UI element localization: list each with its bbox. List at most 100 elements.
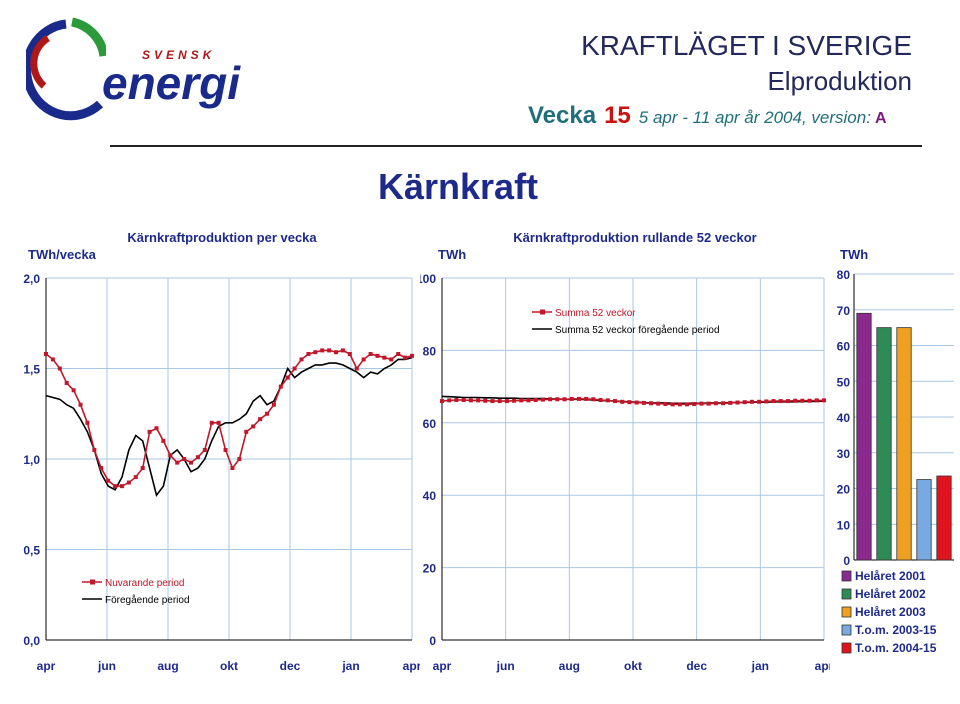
y-tick-label: 20: [423, 562, 437, 576]
legend-marker: [540, 309, 545, 315]
data-point: [699, 401, 704, 406]
data-point: [216, 420, 221, 425]
logo-swirl-icon: [26, 17, 106, 121]
data-point: [126, 480, 131, 485]
y-tick-label: 0: [843, 554, 850, 568]
x-tick-label: dec: [280, 659, 301, 673]
version-label: A: [874, 110, 887, 127]
data-point: [306, 352, 311, 357]
data-point: [258, 417, 263, 422]
legend-marker: [90, 579, 95, 585]
y-axis-label: TWh: [438, 247, 466, 262]
data-point: [44, 352, 48, 357]
data-point: [389, 357, 394, 362]
y-tick-label: 1,5: [23, 363, 40, 377]
data-point: [313, 350, 318, 355]
data-point: [612, 399, 617, 404]
legend-swatch: [841, 606, 852, 618]
data-point: [706, 401, 711, 406]
data-point: [113, 484, 118, 489]
data-point: [548, 397, 553, 402]
data-point: [757, 399, 762, 404]
legend-swatch: [841, 624, 852, 636]
data-point: [677, 402, 682, 407]
data-point: [620, 399, 625, 404]
y-tick-label: 1,0: [23, 453, 40, 467]
data-point: [555, 397, 560, 402]
data-point: [340, 348, 345, 353]
data-point: [202, 447, 207, 452]
x-tick-label: apr: [815, 659, 830, 673]
y-tick-label: 100: [420, 272, 436, 286]
data-point: [334, 350, 339, 355]
x-tick-label: jan: [341, 659, 359, 673]
legend-label: Summa 52 veckor: [555, 308, 636, 319]
legend-swatch: [841, 570, 852, 582]
data-point: [656, 401, 661, 406]
legend-label: Summa 52 veckor föregående period: [555, 324, 720, 336]
legend-swatch: [841, 642, 852, 654]
chart-title: Kärnkraftproduktion rullande 52 veckor: [513, 230, 756, 245]
data-point: [533, 397, 538, 402]
data-point: [175, 460, 180, 465]
legend-label: Föregående period: [105, 594, 190, 606]
page-subtitle: Elproduktion: [767, 66, 912, 96]
series-line: [45, 349, 413, 487]
x-tick-label: jun: [496, 659, 515, 673]
data-point: [634, 400, 639, 405]
data-point: [569, 396, 574, 401]
data-point: [649, 401, 654, 406]
data-point: [591, 397, 596, 402]
data-point: [189, 460, 194, 465]
page-title: KRAFTLÄGET I SVERIGE: [581, 30, 912, 61]
data-point: [447, 398, 452, 403]
data-point: [119, 484, 124, 489]
data-point: [778, 399, 783, 404]
y-tick-label: 0: [429, 634, 436, 648]
data-point: [728, 400, 733, 405]
data-point: [278, 384, 283, 389]
data-point: [375, 353, 380, 358]
data-point: [749, 399, 754, 404]
data-point: [540, 397, 545, 402]
data-point: [182, 457, 187, 461]
data-point: [92, 447, 97, 452]
data-point: [670, 402, 675, 407]
data-point: [354, 366, 359, 371]
data-point: [320, 348, 325, 353]
data-point: [576, 396, 581, 401]
logo-text-svensk: SVENSK: [142, 48, 216, 62]
x-tick-label: aug: [559, 659, 580, 673]
data-point: [483, 398, 488, 403]
data-point: [504, 399, 509, 404]
data-point: [195, 455, 200, 460]
data-point: [347, 352, 352, 357]
data-point: [807, 398, 812, 403]
data-point: [78, 402, 83, 407]
data-point: [64, 380, 69, 385]
data-point: [627, 400, 632, 405]
data-point: [396, 352, 401, 357]
data-point: [403, 355, 408, 360]
bar: [916, 479, 932, 561]
y-tick-label: 2,0: [23, 272, 40, 286]
y-tick-label: 20: [837, 483, 851, 497]
legend-swatch: [841, 588, 852, 600]
data-point: [641, 400, 646, 405]
x-tick-label: okt: [624, 659, 642, 673]
data-point: [85, 420, 90, 425]
logo-text-energi: energi: [102, 57, 241, 109]
chart-title: Kärnkraftproduktion per vecka: [127, 230, 317, 245]
data-point: [147, 429, 152, 434]
data-point: [440, 399, 444, 404]
legend-label: Nuvarande period: [105, 578, 185, 589]
data-point: [237, 457, 242, 461]
y-tick-label: 0,5: [23, 544, 40, 558]
chart-rolling-52-weeks: Kärnkraftproduktion rullande 52 veckor T…: [420, 230, 830, 673]
legend-label: Helåret 2002: [855, 587, 926, 601]
chart-weekly-production: Kärnkraftproduktion per vecka TWh/vecka …: [23, 230, 420, 673]
data-point: [512, 398, 517, 403]
data-point: [793, 398, 798, 403]
week-line: Vecka 15 5 apr - 11 apr år 2004, version: A: [528, 102, 887, 130]
data-point: [598, 397, 603, 402]
